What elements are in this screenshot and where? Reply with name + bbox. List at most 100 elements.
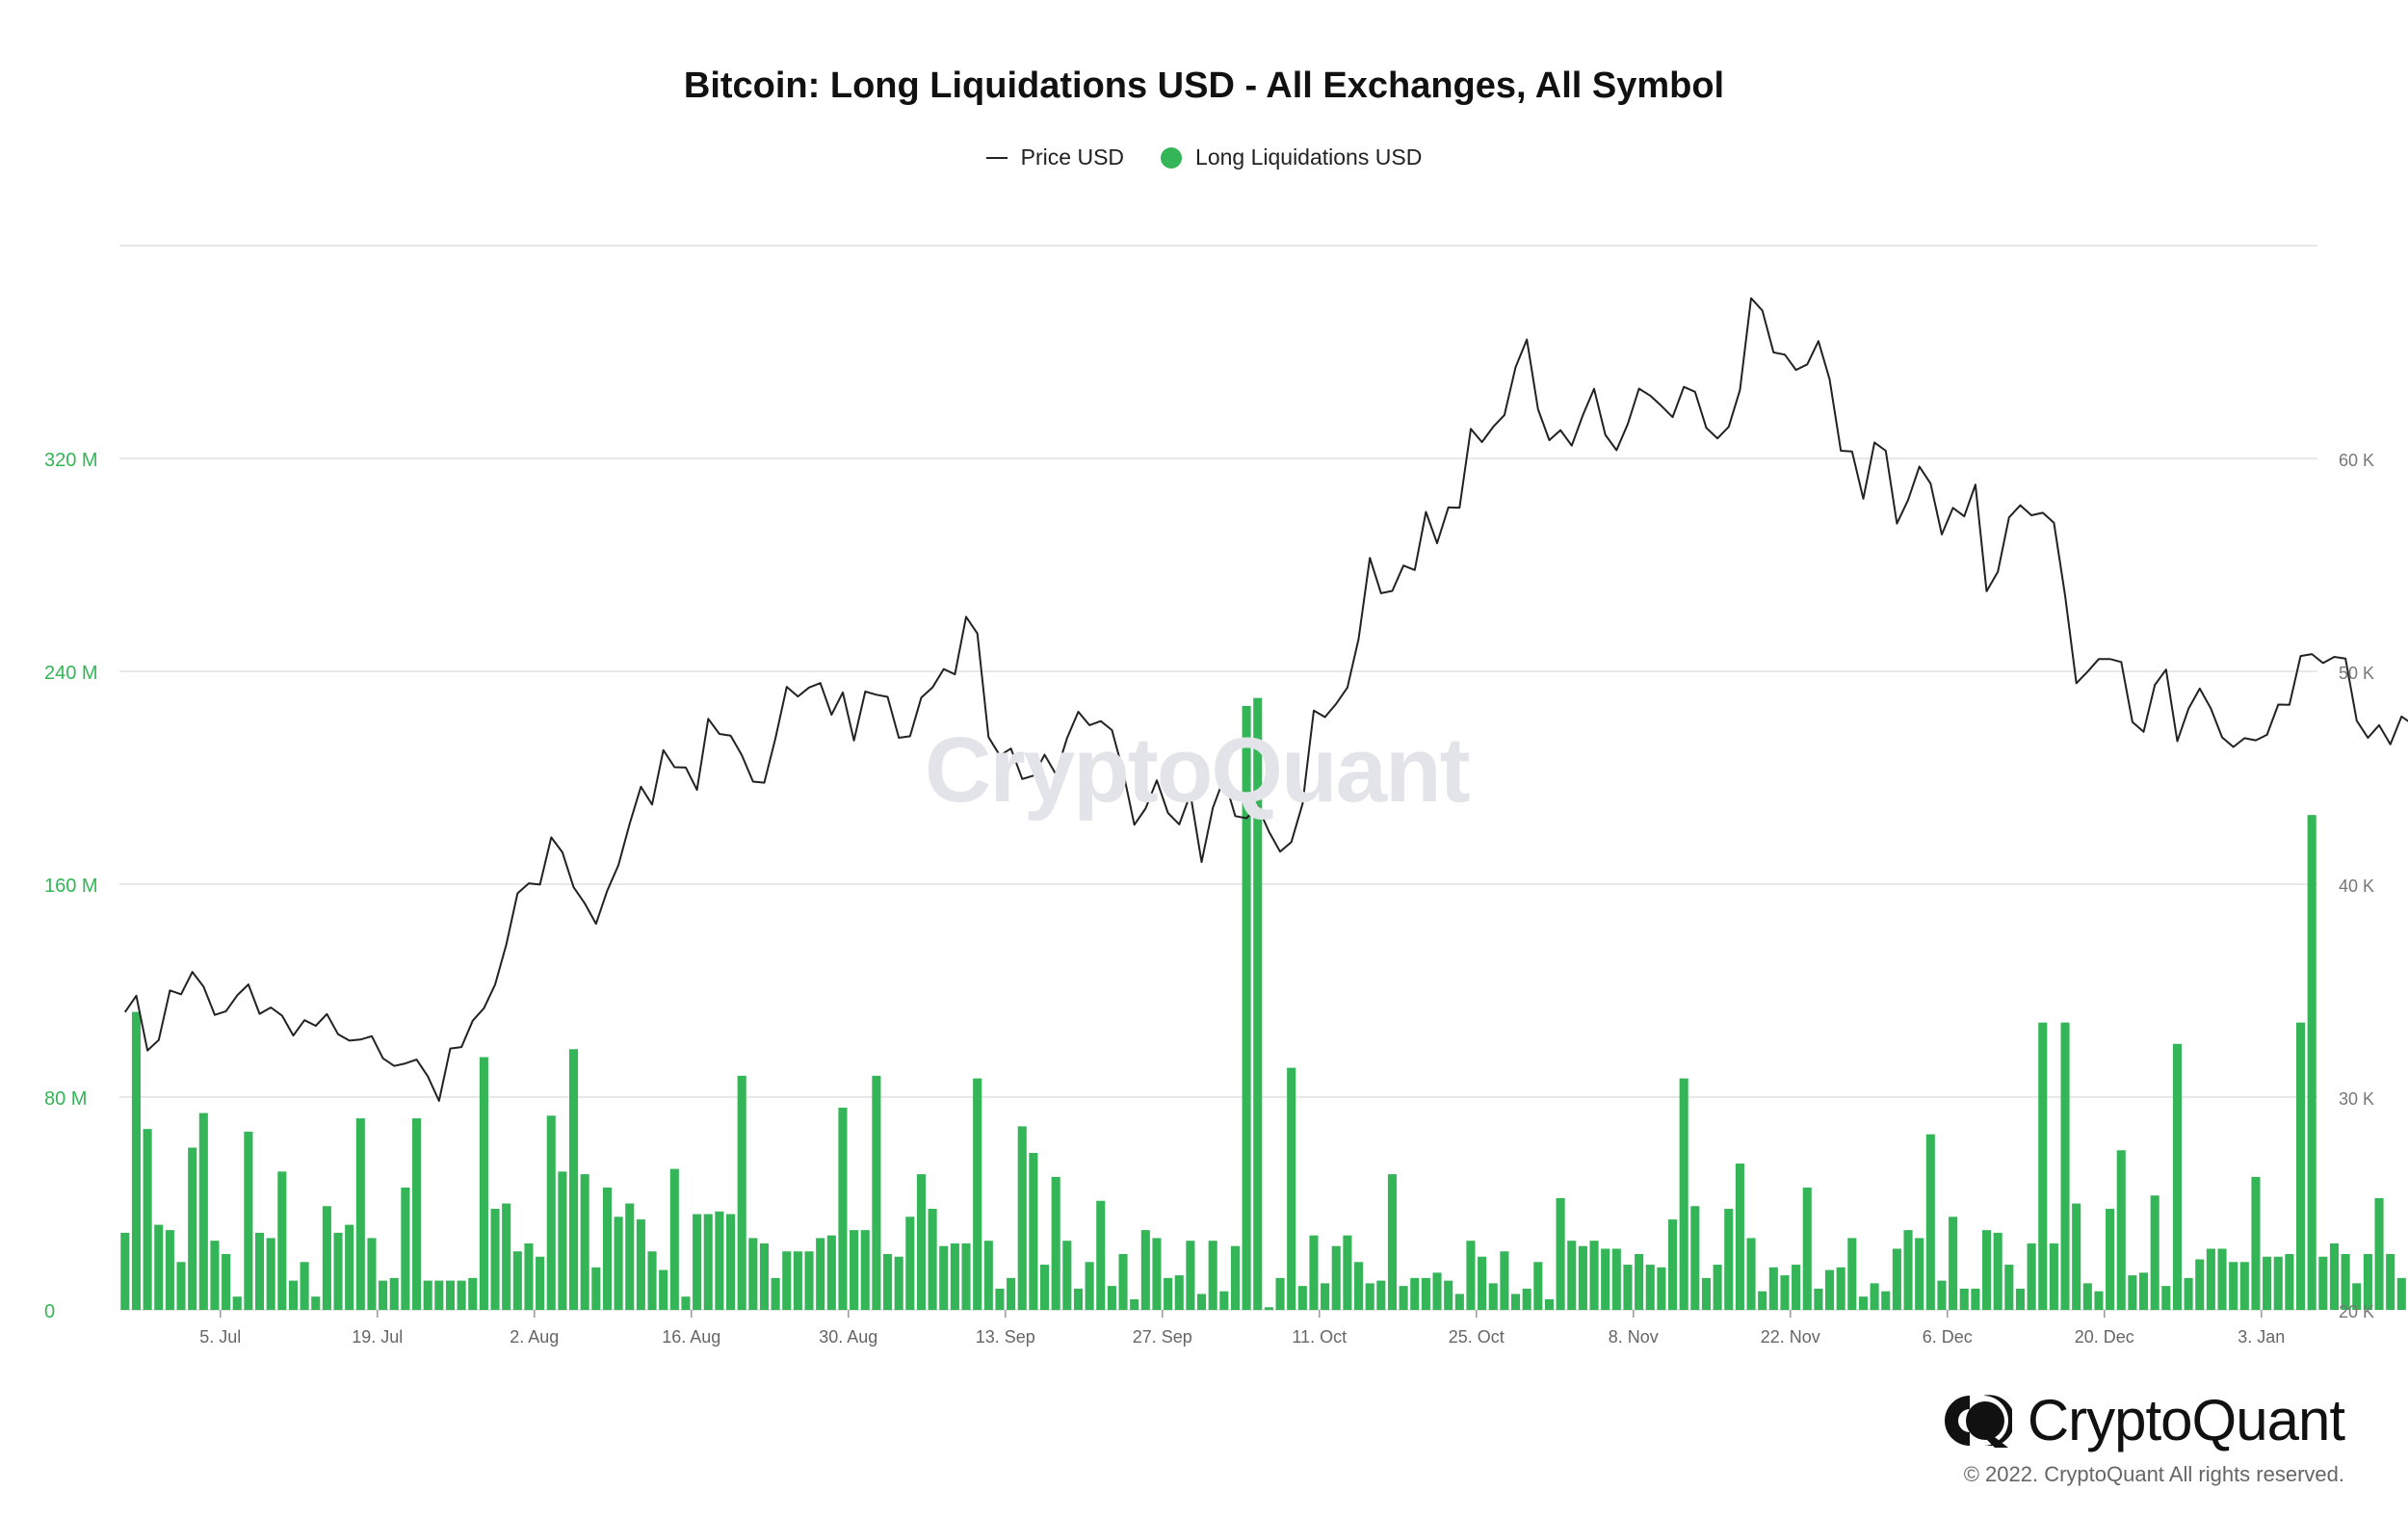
x-tick-label: 25. Oct — [1449, 1327, 1505, 1347]
left-tick-label: 80 M — [44, 1088, 87, 1110]
liquidation-bar — [2363, 1253, 2372, 1310]
liquidation-bar — [524, 1242, 534, 1310]
liquidation-bar — [165, 1230, 174, 1310]
liquidation-bar — [490, 1209, 500, 1310]
right-tick-label: 60 K — [2339, 451, 2374, 470]
liquidation-bar — [882, 1253, 893, 1310]
liquidation-bar — [737, 1075, 746, 1310]
liquidation-bar — [434, 1280, 444, 1310]
right-tick-label: 40 K — [2339, 876, 2374, 896]
liquidation-bar — [1971, 1288, 1980, 1310]
liquidation-bar — [1297, 1286, 1307, 1310]
liquidation-bar — [1230, 1245, 1241, 1310]
x-tick-label: 27. Sep — [1133, 1327, 1192, 1347]
x-tick-label: 5. Jul — [199, 1327, 241, 1347]
liquidation-bar — [782, 1251, 792, 1310]
liquidation-bar — [950, 1242, 959, 1310]
x-tick-label: 8. Nov — [1609, 1327, 1659, 1347]
liquidation-bar — [1544, 1298, 1555, 1310]
liquidation-bar — [1510, 1294, 1521, 1310]
liquidation-bar — [693, 1214, 702, 1310]
chart-title: Bitcoin: Long Liquidations USD - All Exc… — [683, 65, 1725, 106]
liquidation-bar — [176, 1262, 186, 1310]
liquidation-bar — [2295, 1022, 2306, 1310]
x-tick-label: 2. Aug — [510, 1327, 559, 1347]
liquidation-bar — [838, 1108, 848, 1310]
liquidation-bar — [1029, 1153, 1038, 1310]
liquidation-bar — [748, 1238, 758, 1310]
liquidation-bar — [512, 1251, 522, 1310]
liquidation-bar — [1623, 1265, 1633, 1310]
right-tick-label: 50 K — [2339, 664, 2374, 683]
liquidation-bar — [894, 1256, 903, 1310]
liquidation-bar — [254, 1232, 265, 1310]
liquidation-bar — [614, 1216, 623, 1310]
liquidation-bar — [1679, 1078, 1688, 1310]
liquidation-bar — [1645, 1265, 1655, 1310]
liquidation-bar — [2150, 1195, 2159, 1310]
liquidation-bar — [2273, 1256, 2283, 1310]
cryptoquant-logo-icon — [1944, 1394, 2012, 1448]
liquidation-bar — [277, 1171, 287, 1310]
liquidation-bar — [1522, 1288, 1531, 1310]
liquidation-bar — [669, 1168, 679, 1310]
liquidation-bar — [2184, 1277, 2193, 1310]
liquidation-bar — [2004, 1265, 2014, 1310]
liquidation-bar — [850, 1230, 859, 1310]
x-tick-label: 20. Dec — [2075, 1327, 2134, 1347]
liquidation-bar — [423, 1280, 432, 1310]
liquidation-bar — [1242, 705, 1251, 1310]
liquidation-bar — [1287, 1067, 1296, 1310]
liquidation-bar — [759, 1242, 770, 1310]
liquidation-bar — [1780, 1275, 1790, 1310]
liquidation-bar — [1713, 1265, 1722, 1310]
liquidation-bar — [1039, 1265, 1050, 1310]
legend-item-liquidations[interactable]: Long Liquidations USD — [1161, 144, 1422, 170]
left-tick-label: 160 M — [44, 876, 98, 897]
liquidation-bar — [1824, 1269, 1835, 1310]
liquidation-bar — [2318, 1256, 2328, 1310]
liquidation-bar — [636, 1219, 645, 1310]
liquidation-bar — [1567, 1241, 1577, 1310]
liquidation-bar — [1062, 1241, 1072, 1310]
liquidation-bar — [1768, 1267, 1778, 1310]
liquidation-bar — [2285, 1253, 2294, 1310]
liquidation-bar — [715, 1211, 724, 1310]
liquidation-bar — [2082, 1283, 2092, 1310]
liquidation-bar — [1758, 1291, 1767, 1310]
liquidation-bar — [401, 1187, 410, 1310]
liquidation-bar — [300, 1262, 309, 1310]
legend-item-price[interactable]: Price USD — [985, 144, 1125, 170]
liquidation-bar — [1993, 1232, 2002, 1310]
liquidation-bar — [2038, 1022, 2048, 1310]
liquidation-bar — [131, 1011, 142, 1310]
liquidation-bar — [1959, 1288, 1969, 1310]
liquidation-bar — [1376, 1280, 1386, 1310]
liquidation-bar — [2094, 1291, 2104, 1310]
liquidation-bar — [771, 1277, 780, 1310]
liquidation-bar — [2015, 1288, 2026, 1310]
liquidation-bar — [1085, 1262, 1094, 1310]
left-tick-label: 240 M — [44, 663, 98, 684]
liquidation-bar — [1701, 1277, 1712, 1310]
liquidation-bar — [1421, 1277, 1430, 1310]
liquidation-bar — [2396, 1277, 2406, 1310]
liquidation-bar — [580, 1174, 589, 1310]
legend-label-price: Price USD — [1020, 144, 1125, 170]
legend: Price USD Long Liquidations USD — [0, 144, 2408, 170]
liquidation-bar — [1051, 1176, 1060, 1310]
liquidation-bar — [983, 1241, 993, 1310]
liquidation-bar — [2307, 815, 2316, 1310]
liquidation-bar — [939, 1245, 949, 1310]
liquidation-bar — [355, 1118, 365, 1310]
liquidation-bar — [188, 1147, 197, 1310]
liquidation-bar — [1253, 697, 1263, 1310]
liquidation-bar — [1466, 1241, 1476, 1310]
liquidation-bar — [411, 1118, 422, 1310]
liquidation-bar — [2138, 1272, 2149, 1310]
liquidation-bar — [1556, 1197, 1565, 1310]
price-line-group — [123, 297, 2408, 1102]
watermark: CryptoQuant — [925, 719, 1471, 822]
liquidation-bar — [804, 1251, 814, 1310]
x-tick-label: 16. Aug — [662, 1327, 720, 1347]
